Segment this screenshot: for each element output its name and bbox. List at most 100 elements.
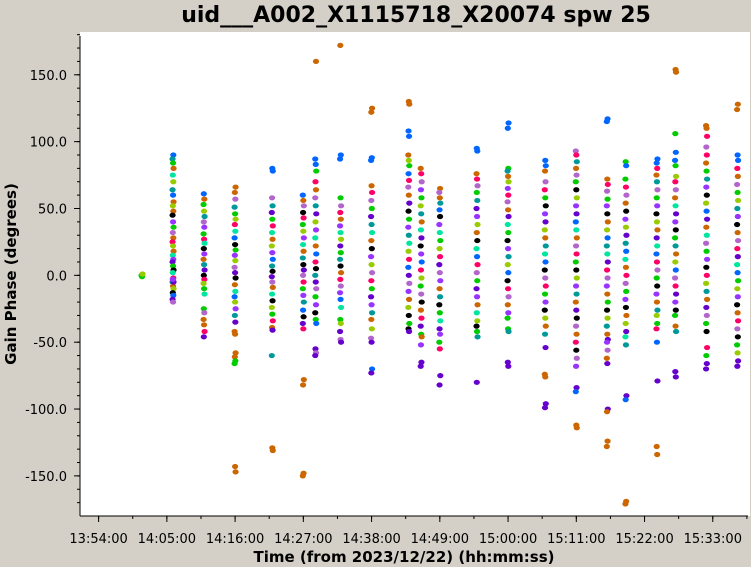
data-point	[312, 272, 319, 278]
data-point	[622, 334, 629, 340]
data-point	[312, 227, 320, 233]
data-point	[337, 304, 345, 311]
data-point	[299, 255, 306, 261]
data-point	[733, 221, 741, 228]
data-point	[473, 229, 480, 236]
data-point	[542, 219, 549, 225]
data-point	[653, 291, 660, 297]
data-point	[405, 157, 412, 163]
data-point	[300, 215, 307, 221]
data-point	[703, 224, 710, 230]
data-point	[418, 299, 425, 305]
data-point	[653, 160, 660, 166]
data-point	[436, 310, 443, 316]
data-point	[623, 328, 630, 335]
data-point	[231, 204, 238, 210]
data-point	[200, 219, 207, 225]
data-point	[269, 216, 276, 222]
data-point	[201, 291, 208, 297]
data-point	[541, 211, 549, 217]
data-point	[734, 254, 741, 260]
data-point	[703, 312, 710, 319]
data-point	[269, 250, 276, 256]
data-point	[473, 254, 481, 260]
data-point	[417, 307, 425, 313]
data-point	[417, 243, 424, 249]
data-point	[170, 208, 177, 214]
data-point	[653, 179, 661, 185]
data-point	[653, 443, 660, 450]
data-point	[269, 327, 276, 333]
data-point	[232, 196, 239, 202]
data-point	[337, 209, 344, 216]
data-point	[313, 286, 320, 292]
y-tick-label: 100.0	[30, 136, 67, 151]
data-point	[622, 304, 630, 311]
data-point	[622, 280, 629, 286]
data-point	[418, 179, 425, 185]
data-point	[336, 256, 344, 262]
data-point	[368, 302, 375, 308]
y-tick-label: -100.0	[25, 403, 67, 418]
data-point	[201, 196, 208, 202]
data-point	[572, 203, 580, 209]
data-point	[573, 331, 580, 337]
data-point	[623, 232, 630, 238]
data-point	[474, 148, 481, 154]
data-point	[170, 199, 177, 205]
data-point	[405, 328, 413, 335]
data-point	[269, 203, 276, 209]
data-point	[573, 315, 580, 321]
data-point	[734, 270, 741, 276]
data-point	[702, 320, 710, 327]
data-point	[504, 173, 512, 179]
data-point	[672, 219, 679, 225]
data-point	[604, 259, 611, 265]
data-point	[312, 352, 319, 359]
x-tick-label: 15:11:00	[547, 532, 605, 547]
data-point	[603, 339, 611, 345]
data-point	[170, 235, 177, 241]
data-point	[604, 211, 611, 217]
data-point	[269, 268, 276, 274]
data-point	[542, 179, 549, 185]
data-point	[300, 292, 307, 298]
data-point	[231, 211, 239, 217]
data-point	[623, 272, 630, 278]
data-point	[436, 382, 443, 388]
data-point	[573, 385, 580, 391]
data-point	[505, 179, 512, 185]
data-point	[734, 334, 741, 340]
data-point	[368, 189, 376, 196]
data-point	[734, 350, 741, 356]
data-point	[368, 237, 375, 244]
data-point	[671, 195, 679, 201]
data-point	[437, 318, 444, 324]
data-point	[268, 291, 276, 297]
data-point	[418, 171, 425, 177]
data-point	[622, 240, 629, 246]
data-point	[541, 291, 549, 297]
data-point	[169, 187, 176, 193]
data-point	[542, 401, 549, 407]
data-point	[436, 270, 443, 276]
data-point	[200, 262, 208, 268]
data-point	[200, 322, 208, 328]
data-point	[313, 320, 320, 327]
data-point	[473, 171, 480, 177]
data-point	[299, 241, 307, 248]
data-point	[313, 168, 320, 174]
data-point	[734, 363, 741, 369]
data-points	[138, 42, 742, 507]
data-point	[653, 195, 660, 201]
data-point	[603, 355, 610, 361]
data-point	[312, 310, 319, 316]
data-point	[672, 149, 679, 155]
data-point	[734, 152, 741, 158]
data-point	[473, 176, 481, 182]
data-point	[573, 307, 580, 313]
data-point	[572, 243, 580, 249]
data-point	[268, 274, 275, 280]
data-point	[474, 183, 481, 189]
data-point	[703, 344, 711, 351]
